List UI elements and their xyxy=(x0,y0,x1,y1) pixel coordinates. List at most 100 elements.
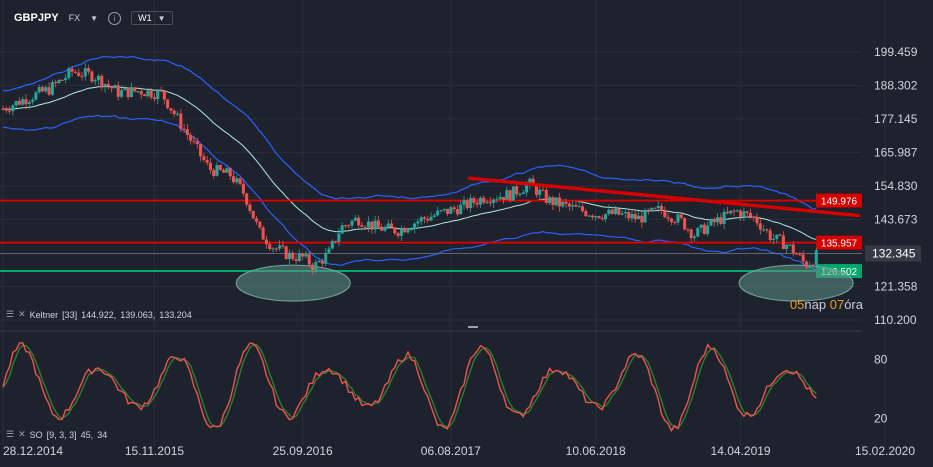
candle xyxy=(199,143,203,162)
candle xyxy=(376,215,380,228)
market-type: FX xyxy=(68,13,81,23)
candle xyxy=(363,225,367,230)
candle xyxy=(64,74,68,84)
candle xyxy=(294,254,298,265)
time-tick-label: 15.11.2015 xyxy=(125,444,184,458)
chevron-down-icon: ▼ xyxy=(157,13,166,23)
candle xyxy=(350,219,354,229)
price-axis[interactable]: 199.459 188.302 177.145 165.987 154.830 143.6… xyxy=(865,45,921,327)
candle xyxy=(679,212,683,220)
candle xyxy=(442,208,446,213)
candle xyxy=(50,79,54,96)
candle xyxy=(653,207,657,209)
candle xyxy=(590,214,594,221)
level-label: 135.957 xyxy=(821,239,858,250)
candle xyxy=(100,73,104,91)
countdown-hours: 07 xyxy=(829,297,845,312)
candle xyxy=(478,195,482,208)
candle xyxy=(268,241,272,251)
candle xyxy=(202,152,206,163)
candle xyxy=(1,105,5,110)
candle xyxy=(604,213,608,223)
time-tick-label: 10.06.2018 xyxy=(566,444,626,458)
so-legend[interactable]: ☰ ✕ SO [9, 3, 3] 45, 34 xyxy=(6,429,107,440)
candle xyxy=(482,195,486,205)
candle xyxy=(436,206,440,217)
settings-icon[interactable]: ☰ xyxy=(6,309,15,319)
so-d-value: 34 xyxy=(97,429,108,440)
candle xyxy=(488,196,492,207)
time-axis[interactable]: 28.12.2014 15.11.2015 25.09.2016 06.08.2017… xyxy=(3,444,915,458)
symbol-name[interactable]: GBPJPY xyxy=(14,12,59,24)
countdown-days-label: nap xyxy=(804,297,830,312)
candle xyxy=(775,234,779,244)
candle xyxy=(788,243,792,247)
settings-icon[interactable]: ☰ xyxy=(6,429,15,439)
candle xyxy=(264,235,268,249)
candle xyxy=(422,216,426,224)
keltner-legend[interactable]: ☰ ✕ Keltner [33] 144.922, 139.063, 133.2… xyxy=(6,309,192,320)
candle xyxy=(620,209,624,216)
candle xyxy=(291,250,295,261)
candle xyxy=(538,186,542,200)
candle xyxy=(182,123,186,133)
resistance-trendline[interactable] xyxy=(467,176,860,218)
candle xyxy=(548,195,552,206)
candle xyxy=(330,239,334,250)
candle xyxy=(462,195,466,210)
candle xyxy=(31,97,35,105)
candle xyxy=(258,221,262,230)
candle xyxy=(93,78,97,86)
candle xyxy=(683,217,687,231)
highlight-ellipse xyxy=(235,264,351,302)
trendline[interactable] xyxy=(467,176,860,218)
chevron-down-icon[interactable]: ▼ xyxy=(90,13,99,23)
candle xyxy=(607,204,611,217)
candle xyxy=(689,228,693,244)
candle xyxy=(166,99,170,110)
candle xyxy=(274,247,278,253)
keltner-middle-value: 139.063, xyxy=(120,309,156,320)
highlight-ellipses xyxy=(235,264,854,302)
candle xyxy=(169,108,173,114)
candle xyxy=(419,215,423,226)
candle xyxy=(745,210,749,218)
candle xyxy=(189,132,193,145)
candle xyxy=(702,222,706,235)
close-icon[interactable]: ✕ xyxy=(18,309,26,319)
keltner-lower-value: 133.204 xyxy=(159,309,192,320)
candle xyxy=(103,83,107,93)
candle xyxy=(146,89,150,99)
candle xyxy=(403,226,407,233)
close-icon[interactable]: ✕ xyxy=(18,429,26,439)
candle xyxy=(498,192,502,200)
candle xyxy=(699,224,703,233)
candle xyxy=(406,229,410,235)
candle xyxy=(60,79,64,81)
chart-header: GBPJPY FX ▼ i W1 ▼ xyxy=(14,8,173,28)
so-tick-label: 80 xyxy=(874,353,888,367)
info-icon[interactable]: i xyxy=(108,11,122,25)
timeframe-selector[interactable]: W1 ▼ xyxy=(131,11,173,25)
stochastic-oscillator: 80 20 xyxy=(2,342,888,433)
candle xyxy=(452,204,456,213)
candle xyxy=(475,198,479,208)
candle xyxy=(432,213,436,219)
candle xyxy=(80,71,84,81)
candle xyxy=(791,241,795,257)
candle xyxy=(54,79,58,88)
candle xyxy=(284,245,288,260)
candle xyxy=(271,247,275,253)
candle xyxy=(77,68,81,77)
candle xyxy=(511,186,515,201)
candle xyxy=(70,66,74,77)
candle xyxy=(814,247,818,266)
candle xyxy=(370,221,374,235)
candle xyxy=(287,249,291,265)
countdown-hours-label: óra xyxy=(844,297,863,312)
candle xyxy=(327,246,331,254)
candle xyxy=(804,260,808,270)
candle xyxy=(594,215,598,222)
price-tick-label: 199.459 xyxy=(874,45,918,59)
